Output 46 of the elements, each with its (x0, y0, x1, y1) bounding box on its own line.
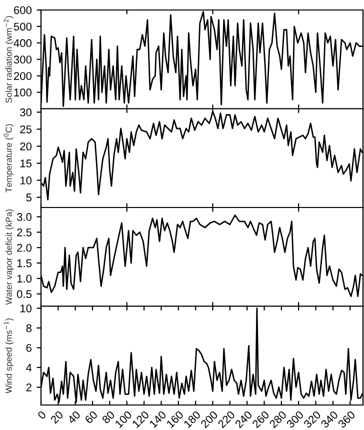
y-tick-label: 2.0 (17, 244, 32, 252)
x-tick-label: 240 (234, 410, 253, 428)
y-tick-label: 25 (20, 125, 32, 134)
x-tick-label: 60 (84, 410, 98, 424)
y-tick-label: 400 (14, 39, 32, 48)
y-tick-label: 0.5 (16, 290, 32, 298)
y-tick-label: 20 (20, 142, 32, 150)
y-tick-label: 2.5 (17, 228, 32, 236)
x-tick-label: 340 (320, 410, 338, 428)
y-tick-label: 5 (26, 194, 32, 202)
x-tick-label: 0 (37, 410, 46, 420)
y-axis-title: Solar radiation (wm$^{−2}$) (4, 16, 14, 103)
x-tick-label: 220 (217, 410, 236, 428)
y-tick-label: 500 (14, 22, 32, 31)
y-axis-title: Temperature ($^{0}$C) (4, 124, 14, 192)
x-tick-label: 140 (148, 410, 167, 428)
x-tick-label: 40 (66, 410, 81, 424)
x-tick-label: 120 (132, 410, 150, 428)
y-axis-title: Water vapor deficit (kPa) (5, 209, 14, 305)
y-axis-title: Wind speed (ms$^{−1}$) (4, 318, 14, 394)
y-tick-label: 10 (20, 176, 32, 184)
y-tick-label: 8 (26, 324, 32, 332)
y-tick-label: 1.0 (17, 274, 32, 283)
x-tick-label: 180 (183, 410, 202, 428)
x-tick-label: 20 (50, 410, 64, 424)
x-tick-label: 360 (338, 410, 356, 428)
x-tick-label: 200 (200, 410, 218, 428)
y-tick-label: 2 (26, 383, 32, 392)
x-tick-label: 320 (303, 410, 322, 428)
x-tick-label: 260 (252, 410, 270, 428)
x-tick-label: 300 (286, 410, 304, 428)
y-tick-label: 200 (14, 72, 32, 80)
x-tick-label: 280 (268, 410, 287, 428)
x-tick-label: 160 (166, 410, 184, 428)
y-tick-label: 4 (26, 364, 32, 372)
y-tick-label: 6 (26, 344, 32, 352)
y-tick-label: 3.0 (16, 213, 32, 221)
y-tick-label: 10 (20, 304, 32, 312)
y-tick-label: 30 (20, 108, 32, 116)
x-tick-label: 80 (102, 410, 116, 424)
y-tick-label: 15 (20, 160, 32, 168)
y-tick-label: 100 (14, 88, 32, 96)
x-tick-label: 100 (114, 410, 132, 428)
y-tick-label: 1.5 (17, 259, 32, 268)
y-tick-label: 300 (14, 56, 32, 64)
y-tick-label: 600 (14, 6, 32, 14)
